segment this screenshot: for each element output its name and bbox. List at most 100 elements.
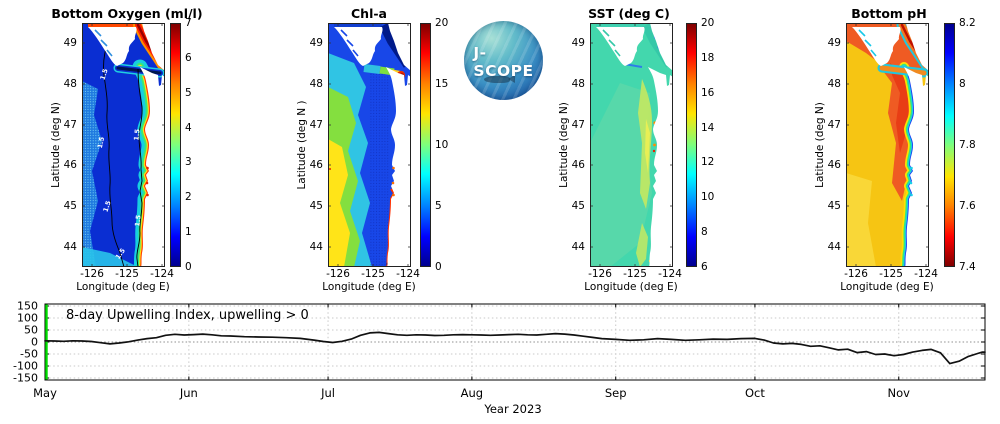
upwelling-ytick: 50 (24, 323, 38, 337)
x-axis-label: Longitude (deg E) (322, 281, 416, 293)
upwelling-ytick: 150 (17, 299, 38, 313)
map-ytick: 44 (827, 241, 841, 253)
map-title-bottom-oxygen: Bottom Oxygen (ml/l) (51, 6, 203, 21)
colorbar-tick: 7 (185, 17, 192, 29)
colorbar-tick: 7.8 (959, 139, 976, 151)
map-ytick: 47 (827, 119, 841, 131)
colorbar-tick: 3 (185, 156, 192, 169)
map-xtick: -125 (879, 268, 903, 280)
x-axis-label: Longitude (deg E) (840, 281, 934, 293)
month-tick-label: Sep (604, 386, 627, 400)
map-xtick: -124 (658, 268, 682, 280)
contour-label: 1.5 (99, 67, 110, 81)
colorbar-tick: 4 (185, 121, 192, 134)
map-ytick: 49 (571, 37, 585, 49)
colorbar-ticks: 20 18 16 14 12 10 8 6 (701, 17, 735, 273)
map-ytick: 48 (827, 78, 841, 90)
upwelling-ytick: -50 (20, 347, 38, 361)
colorbar-tick: 8.2 (959, 17, 976, 29)
colorbar-ticks: 7 6 5 4 3 2 1 0 (185, 17, 219, 273)
upwelling-ytick: -100 (13, 359, 38, 373)
map-title-chl-a: Chl-a (351, 6, 387, 21)
colorbar-tick: 5 (435, 200, 442, 212)
map-xtick: -124 (914, 268, 938, 280)
colorbar-bottom-ph (944, 23, 955, 267)
colorbar-tick: 10 (435, 139, 449, 151)
x-axis-label: Longitude (deg E) (76, 281, 170, 293)
upwelling-ytick: -150 (13, 371, 38, 385)
y-axis-ticks: 49 48 47 46 45 44 (293, 23, 323, 267)
map-ytick: 49 (827, 37, 841, 49)
map-bottom-oxygen: 1.5 1.5 1.5 1.5 1.5 1.5 (82, 23, 165, 267)
map-ytick: 46 (63, 159, 77, 171)
colorbar-sst (686, 23, 697, 267)
colorbar-tick: 7.4 (959, 261, 976, 273)
month-tick-label: Jun (179, 386, 198, 400)
colorbar-tick: 1 (185, 226, 192, 239)
contour-label: 1.5 (132, 128, 141, 141)
map-ytick: 45 (63, 200, 77, 212)
y-axis-ticks: 49 48 47 46 45 44 (555, 23, 585, 267)
colorbar-tick: 6 (185, 51, 192, 64)
x-axis-label: Longitude (deg E) (584, 281, 678, 293)
map-chl-a (328, 23, 411, 267)
map-xtick: -126 (326, 268, 350, 280)
map-ytick: 46 (309, 159, 323, 171)
map-ytick: 49 (309, 37, 323, 49)
upwelling-annotation: 8-day Upwelling Index, upwelling > 0 (66, 308, 309, 323)
map-xtick: -126 (588, 268, 612, 280)
month-tick-label: May (33, 386, 57, 400)
upwelling-plot (44, 303, 986, 381)
colorbar-tick: 14 (701, 121, 715, 134)
map-ytick: 48 (571, 78, 585, 90)
month-tick-label: Jul (321, 386, 335, 400)
map-ytick: 47 (63, 119, 77, 131)
x-axis-ticks: -126 -125 -124 (844, 268, 938, 282)
map-ytick: 44 (571, 241, 585, 253)
colorbar-tick: 5 (185, 86, 192, 99)
colorbar-bottom-oxygen (170, 23, 181, 267)
colorbar-ticks: 20 15 10 5 0 (435, 17, 469, 273)
map-ytick: 45 (827, 200, 841, 212)
month-tick-label: Aug (460, 386, 484, 400)
month-tick-label: Oct (744, 386, 765, 400)
y-axis-ticks: 49 48 47 46 45 44 (47, 23, 77, 267)
x-axis-ticks: -126 -125 -124 (588, 268, 682, 282)
map-ytick: 46 (571, 159, 585, 171)
colorbar-tick: 12 (701, 156, 715, 169)
colorbar-tick: 16 (701, 86, 715, 99)
map-xtick: -125 (115, 268, 139, 280)
colorbar-tick: 0 (435, 261, 442, 273)
upwelling-ytick: 100 (17, 311, 38, 325)
colorbar-tick: 0 (185, 261, 192, 273)
map-ytick: 44 (63, 241, 77, 253)
map-title-sst: SST (deg C) (588, 6, 670, 21)
fish-silhouette-icon (484, 76, 510, 83)
map-xtick: -125 (623, 268, 647, 280)
colorbar-tick: 8 (959, 78, 966, 90)
colorbar-ticks: 8.2 8 7.8 7.6 7.4 (959, 17, 993, 273)
map-title-bottom-ph: Bottom pH (851, 6, 927, 21)
contour-label: 1.5 (96, 136, 106, 149)
upwelling-ytick: 0 (31, 335, 38, 349)
map-xtick: -126 (80, 268, 104, 280)
month-tick-label: Nov (887, 386, 910, 400)
map-xtick: -124 (150, 268, 174, 280)
colorbar-tick: 2 (185, 191, 192, 204)
colorbar-tick: 15 (435, 78, 449, 90)
map-ytick: 48 (309, 78, 323, 90)
colorbar-tick: 10 (701, 191, 715, 204)
upwelling-x-axis-label: Year 2023 (484, 402, 542, 416)
map-ytick: 47 (309, 119, 323, 131)
colorbar-chl-a (420, 23, 431, 267)
x-axis-ticks: -126 -125 -124 (326, 268, 420, 282)
map-ytick: 48 (63, 78, 77, 90)
colorbar-tick: 6 (701, 261, 708, 273)
map-xtick: -125 (361, 268, 385, 280)
y-axis-ticks: 49 48 47 46 45 44 (811, 23, 841, 267)
logo-text: J-SCOPE (473, 44, 534, 81)
colorbar-tick: 8 (701, 226, 708, 239)
map-sst (590, 23, 673, 267)
map-ytick: 47 (571, 119, 585, 131)
